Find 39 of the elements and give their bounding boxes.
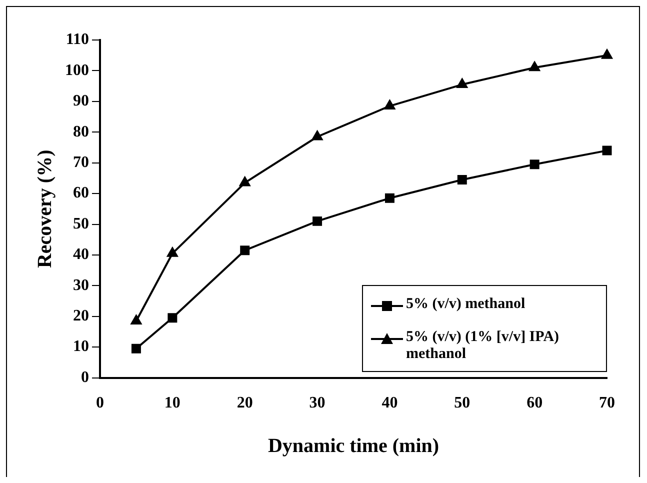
point [312, 216, 322, 226]
legend-label: 5% (v/v) (1% [v/v] IPA) methanol [406, 328, 560, 363]
y-tick-label: 110 [66, 31, 89, 48]
y-tick-label: 50 [73, 215, 89, 232]
y-tick-label: 100 [65, 62, 89, 79]
x-tick-label: 20 [236, 394, 253, 412]
point [601, 48, 613, 59]
y-tick-label: 20 [73, 308, 89, 325]
x-tick-label: 0 [96, 394, 104, 412]
point [166, 246, 178, 257]
x-axis-title: Dynamic time (min) [268, 435, 440, 458]
point [384, 193, 394, 203]
point [131, 344, 141, 354]
y-tick-label: 60 [73, 184, 89, 202]
point [168, 313, 178, 323]
y-tick-label: 70 [73, 154, 89, 171]
point [384, 100, 396, 110]
legend-label: 5% (v/v) methanol [406, 296, 526, 313]
point [312, 130, 323, 140]
point [240, 246, 250, 256]
x-tick-label: 50 [454, 394, 470, 412]
point [602, 146, 612, 156]
y-tick-label: 0 [81, 368, 89, 386]
y-tick-label: 90 [73, 92, 89, 110]
point [239, 176, 251, 186]
point [528, 61, 540, 72]
point [457, 174, 467, 184]
x-tick-label: 40 [382, 394, 398, 412]
x-tick-label: 30 [309, 394, 326, 412]
point [456, 78, 468, 88]
y-tick-label: 40 [73, 246, 89, 264]
y-tick-label: 30 [73, 276, 89, 294]
y-tick-label: 10 [73, 338, 89, 356]
y-tick-label: 80 [73, 123, 89, 140]
point [530, 160, 540, 170]
x-tick-label: 60 [526, 394, 543, 412]
x-tick-label: 10 [164, 394, 180, 412]
y-axis-title: Recovery (%) [34, 150, 56, 268]
x-tick-label: 70 [599, 394, 615, 412]
